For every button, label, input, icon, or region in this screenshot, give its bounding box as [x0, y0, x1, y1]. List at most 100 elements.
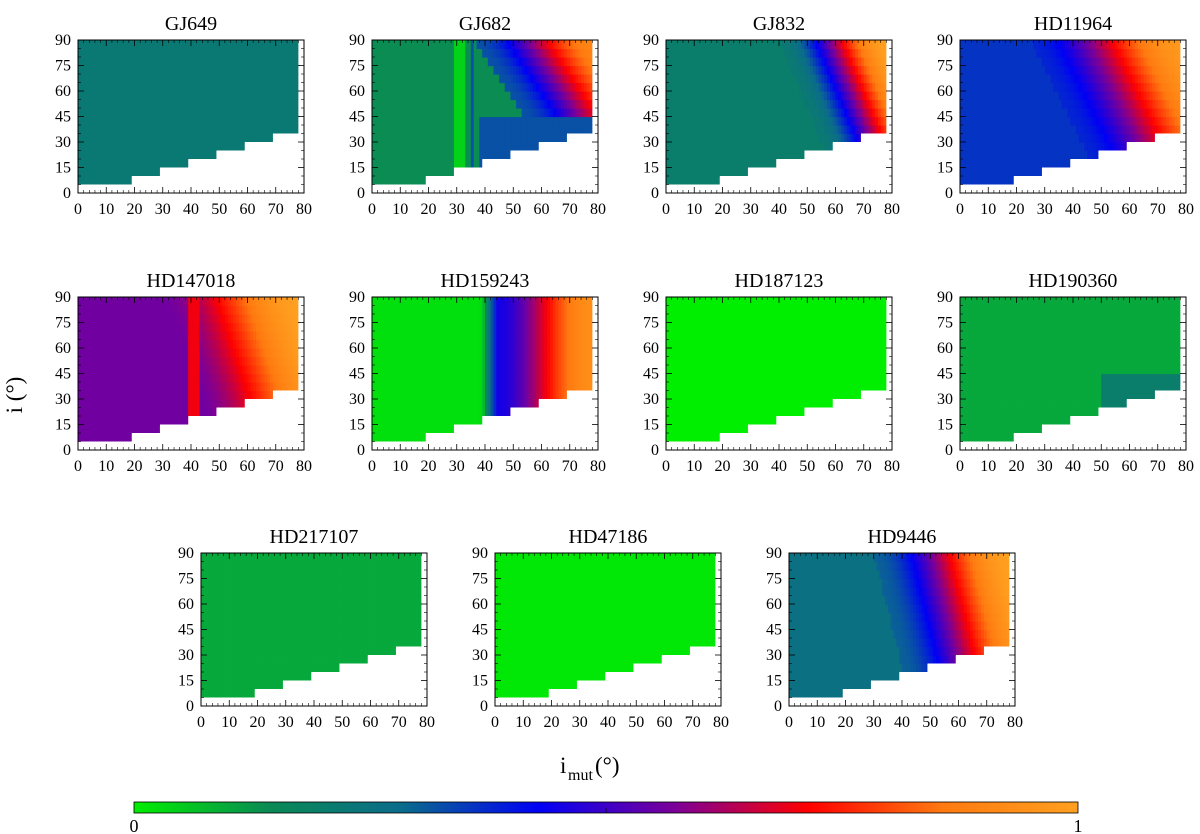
heatmap-cell [207, 108, 212, 118]
heatmap-cell [210, 167, 215, 177]
heatmap-cell [824, 185, 827, 194]
heatmap-cell [586, 82, 591, 92]
heatmap-cell [824, 167, 828, 177]
heatmap-cell [100, 99, 105, 109]
heatmap-cell [682, 91, 687, 101]
heatmap-cell [827, 82, 831, 92]
heatmap-cell [750, 176, 755, 185]
heatmap-cell [448, 57, 452, 67]
heatmap-cell [829, 82, 834, 92]
heatmap-cell [205, 91, 209, 101]
heatmap-cell [193, 142, 198, 152]
heatmap-cell [521, 48, 526, 58]
heatmap-cell [92, 133, 96, 143]
heatmap-cell [199, 133, 203, 143]
heatmap-cell [983, 185, 986, 194]
heatmap-cell [804, 74, 808, 84]
heatmap-cell [459, 176, 463, 185]
heatmap-cell [123, 65, 127, 75]
heatmap-cell [131, 108, 136, 118]
heatmap-cell [762, 57, 766, 67]
heatmap-cell [832, 74, 837, 84]
heatmap-cell [706, 185, 709, 194]
heatmap-cell [795, 133, 800, 143]
heatmap-cell [442, 133, 447, 143]
heatmap-cell [801, 176, 806, 185]
heatmap-cell [258, 99, 263, 109]
heatmap-cell [555, 82, 560, 92]
heatmap-cell [747, 74, 752, 84]
heatmap-cell [479, 99, 483, 109]
heatmap-cell [298, 57, 301, 66]
heatmap-cell [247, 40, 251, 50]
heatmap-cell [117, 167, 121, 177]
heatmap-cell [779, 159, 783, 169]
heatmap-cell [674, 99, 678, 109]
heatmap-cell [988, 57, 992, 67]
heatmap-cell [801, 125, 806, 135]
heatmap-cell [996, 176, 1001, 185]
heatmap-cell [682, 99, 687, 109]
heatmap-cell [80, 108, 85, 118]
heatmap-cell [504, 82, 509, 92]
x-tick-label: 60 [534, 201, 550, 218]
heatmap-cell [793, 40, 797, 50]
heatmap-cell [485, 150, 489, 160]
heatmap-cell [524, 65, 528, 75]
heatmap-cell [971, 108, 975, 118]
heatmap-cell [191, 150, 195, 160]
heatmap-cell [555, 57, 560, 67]
heatmap-cell [94, 108, 99, 118]
heatmap-cell [708, 150, 712, 160]
heatmap-cell [162, 176, 167, 185]
heatmap-cell [216, 91, 220, 101]
heatmap-cell [866, 99, 871, 109]
heatmap-cell [78, 116, 82, 126]
heatmap-cell [821, 167, 825, 177]
heatmap-cell [145, 167, 150, 177]
heatmap-cell [289, 150, 294, 160]
heatmap-cell [722, 133, 726, 143]
heatmap-cell [824, 125, 828, 135]
heatmap-cell [216, 150, 220, 160]
heatmap-cell [759, 176, 763, 185]
heatmap-cell [818, 99, 822, 109]
heatmap-cell [810, 176, 814, 185]
heatmap-cell [988, 142, 992, 152]
heatmap-cell [535, 82, 540, 92]
heatmap-cell [298, 74, 301, 83]
heatmap-cell [784, 150, 789, 160]
heatmap-cell [832, 65, 837, 75]
heatmap-cell [292, 142, 297, 152]
heatmap-cell [205, 57, 209, 67]
heatmap-cell [258, 40, 263, 50]
heatmap-cell [456, 116, 461, 126]
heatmap-cell [770, 133, 774, 143]
heatmap-cell [388, 167, 393, 177]
x-tick-label: 30 [155, 201, 171, 218]
heatmap-cell [400, 65, 404, 75]
heatmap-cell [174, 48, 178, 58]
heatmap-cell [838, 116, 842, 126]
heatmap-cell [764, 116, 769, 126]
heatmap-cell [202, 108, 206, 118]
y-tick-label: 15 [643, 160, 659, 177]
heatmap-cell [473, 150, 478, 160]
heatmap-cell [431, 40, 435, 50]
heatmap-cell [137, 65, 141, 75]
heatmap-cell [298, 176, 301, 185]
heatmap-cell [988, 176, 992, 185]
heatmap-cell [974, 99, 978, 109]
heatmap-cell [688, 57, 693, 67]
heatmap-cell [589, 142, 593, 152]
heatmap-cell [400, 99, 404, 109]
heatmap-cell [722, 108, 726, 118]
heatmap-cell [97, 159, 102, 169]
heatmap-cell [408, 48, 413, 58]
heatmap-cell [691, 142, 695, 152]
heatmap-cell [436, 176, 441, 185]
heatmap-cell [872, 40, 876, 50]
heatmap-cell [518, 74, 523, 84]
heatmap-cell [818, 125, 822, 135]
heatmap-cell [988, 185, 991, 194]
